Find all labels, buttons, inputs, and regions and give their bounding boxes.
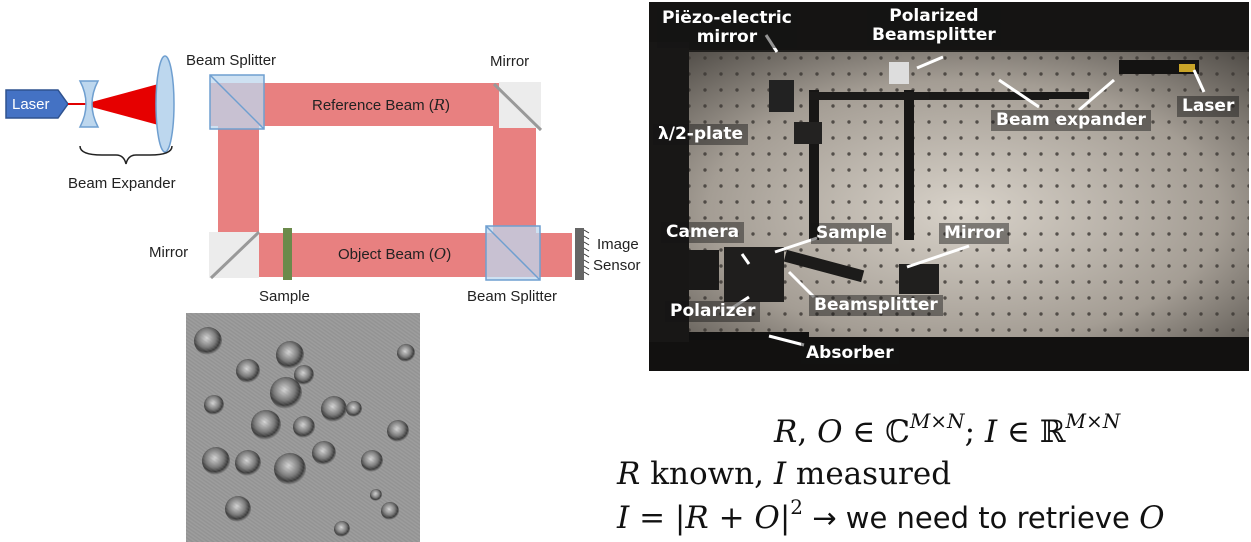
polarized-line2: Beamsplitter bbox=[872, 25, 996, 45]
laser-shape bbox=[5, 89, 88, 119]
polarized-beamsplitter-callout: Polarized Beamsplitter bbox=[867, 6, 1001, 46]
convex-lens bbox=[155, 55, 175, 153]
object-beam-close: ) bbox=[446, 246, 451, 263]
lab-photo-illustration bbox=[649, 2, 1249, 371]
absorber-callout: Absorber bbox=[801, 343, 899, 364]
laser-label: Laser bbox=[12, 96, 50, 113]
camera-callout: Camera bbox=[661, 222, 745, 243]
eq1-i: I bbox=[984, 414, 998, 450]
equation-line-2: R known, I measured bbox=[617, 456, 951, 492]
eq1-sup2: M×N bbox=[1065, 409, 1121, 433]
mirror-bottom-label: Mirror bbox=[149, 244, 188, 261]
beam-expander-callout: Beam expander bbox=[991, 110, 1151, 131]
beam-expander-brace bbox=[79, 145, 173, 165]
eq3-r: R bbox=[685, 500, 709, 536]
equation-line-1: R, O ∈ ℂM×N; I ∈ ℝM×N bbox=[774, 411, 1120, 450]
beam-splitter-bottom-label: Beam Splitter bbox=[467, 288, 557, 305]
eq3-o-final: O bbox=[1139, 500, 1165, 536]
eq1-in-complex: ∈ ℂ bbox=[842, 414, 910, 450]
hologram-image bbox=[186, 313, 420, 542]
concave-lens bbox=[78, 80, 100, 128]
object-beam-text: Object Beam ( bbox=[338, 246, 434, 263]
eq2-known: known, bbox=[640, 456, 774, 492]
eq3-i: I bbox=[617, 500, 630, 536]
eq3-sup: 2 bbox=[790, 495, 804, 519]
eq3-equals: = | bbox=[629, 500, 686, 536]
object-beam-symbol: O bbox=[434, 245, 446, 263]
beam-splitter-bottom-shape bbox=[485, 225, 541, 281]
eq3-o: O bbox=[754, 500, 780, 536]
object-beam-label: Object Beam (O) bbox=[338, 245, 451, 263]
beam-expander-label: Beam Expander bbox=[68, 175, 176, 192]
polarizer-callout: Polarizer bbox=[665, 301, 761, 322]
half-wave-plate-callout: λ/2-plate bbox=[653, 124, 748, 145]
reference-beam-text: Reference Beam ( bbox=[312, 97, 434, 114]
beam-splitter-top-label: Beam Splitter bbox=[186, 52, 276, 69]
laser-callout: Laser bbox=[1177, 96, 1240, 117]
eq3-retrieve: → we need to retrieve bbox=[803, 501, 1140, 535]
eq1-comma: , bbox=[797, 414, 818, 450]
expanding-beam-cone bbox=[88, 83, 162, 126]
beam-splitter-top-shape bbox=[209, 74, 265, 130]
beamsplitter-callout: Beamsplitter bbox=[809, 295, 943, 316]
eq2-r: R bbox=[617, 456, 641, 492]
reference-beam-label: Reference Beam (R) bbox=[312, 96, 450, 114]
equation-line-3: I = |R + O|2 → we need to retrieve O bbox=[617, 497, 1165, 536]
sample-plate bbox=[283, 228, 292, 280]
holography-setup-diagram: Laser Beam Expander Beam Splitter Mirror… bbox=[5, 52, 641, 305]
callout-arrows bbox=[728, 34, 1206, 347]
eq2-measured: measured bbox=[786, 456, 952, 492]
eq1-o: O bbox=[817, 414, 843, 450]
reference-beam-close: ) bbox=[445, 97, 450, 114]
image-sensor-label-line1: Image bbox=[597, 236, 639, 253]
mirror-top bbox=[492, 82, 543, 132]
polarized-line1: Polarized bbox=[889, 6, 979, 26]
piezo-mirror-callout: Piëzo-electric mirror bbox=[657, 8, 797, 48]
eq1-r: R bbox=[774, 414, 798, 450]
mirror-bottom bbox=[209, 230, 261, 280]
reference-beam-symbol: R bbox=[433, 96, 445, 114]
eq3-plus: + bbox=[708, 500, 755, 536]
eq1-sup1: M×N bbox=[909, 409, 965, 433]
eq1-in-real: ∈ ℝ bbox=[997, 414, 1066, 450]
piezo-line2: mirror bbox=[696, 27, 758, 47]
image-sensor-label-line2: Sensor bbox=[593, 257, 641, 274]
image-sensor-shape bbox=[575, 228, 590, 280]
sample-callout: Sample bbox=[811, 223, 892, 244]
eq1-semicolon: ; bbox=[964, 414, 985, 450]
sample-label: Sample bbox=[259, 288, 310, 305]
mirror-top-label: Mirror bbox=[490, 53, 529, 70]
eq2-i: I bbox=[773, 456, 787, 492]
eq3-bar: | bbox=[779, 500, 791, 536]
piezo-line1: Piëzo-electric bbox=[662, 8, 792, 28]
lab-setup-photo: Piëzo-electric mirror Polarized Beamsplitt… bbox=[649, 2, 1249, 371]
mirror-callout: Mirror bbox=[939, 223, 1009, 244]
